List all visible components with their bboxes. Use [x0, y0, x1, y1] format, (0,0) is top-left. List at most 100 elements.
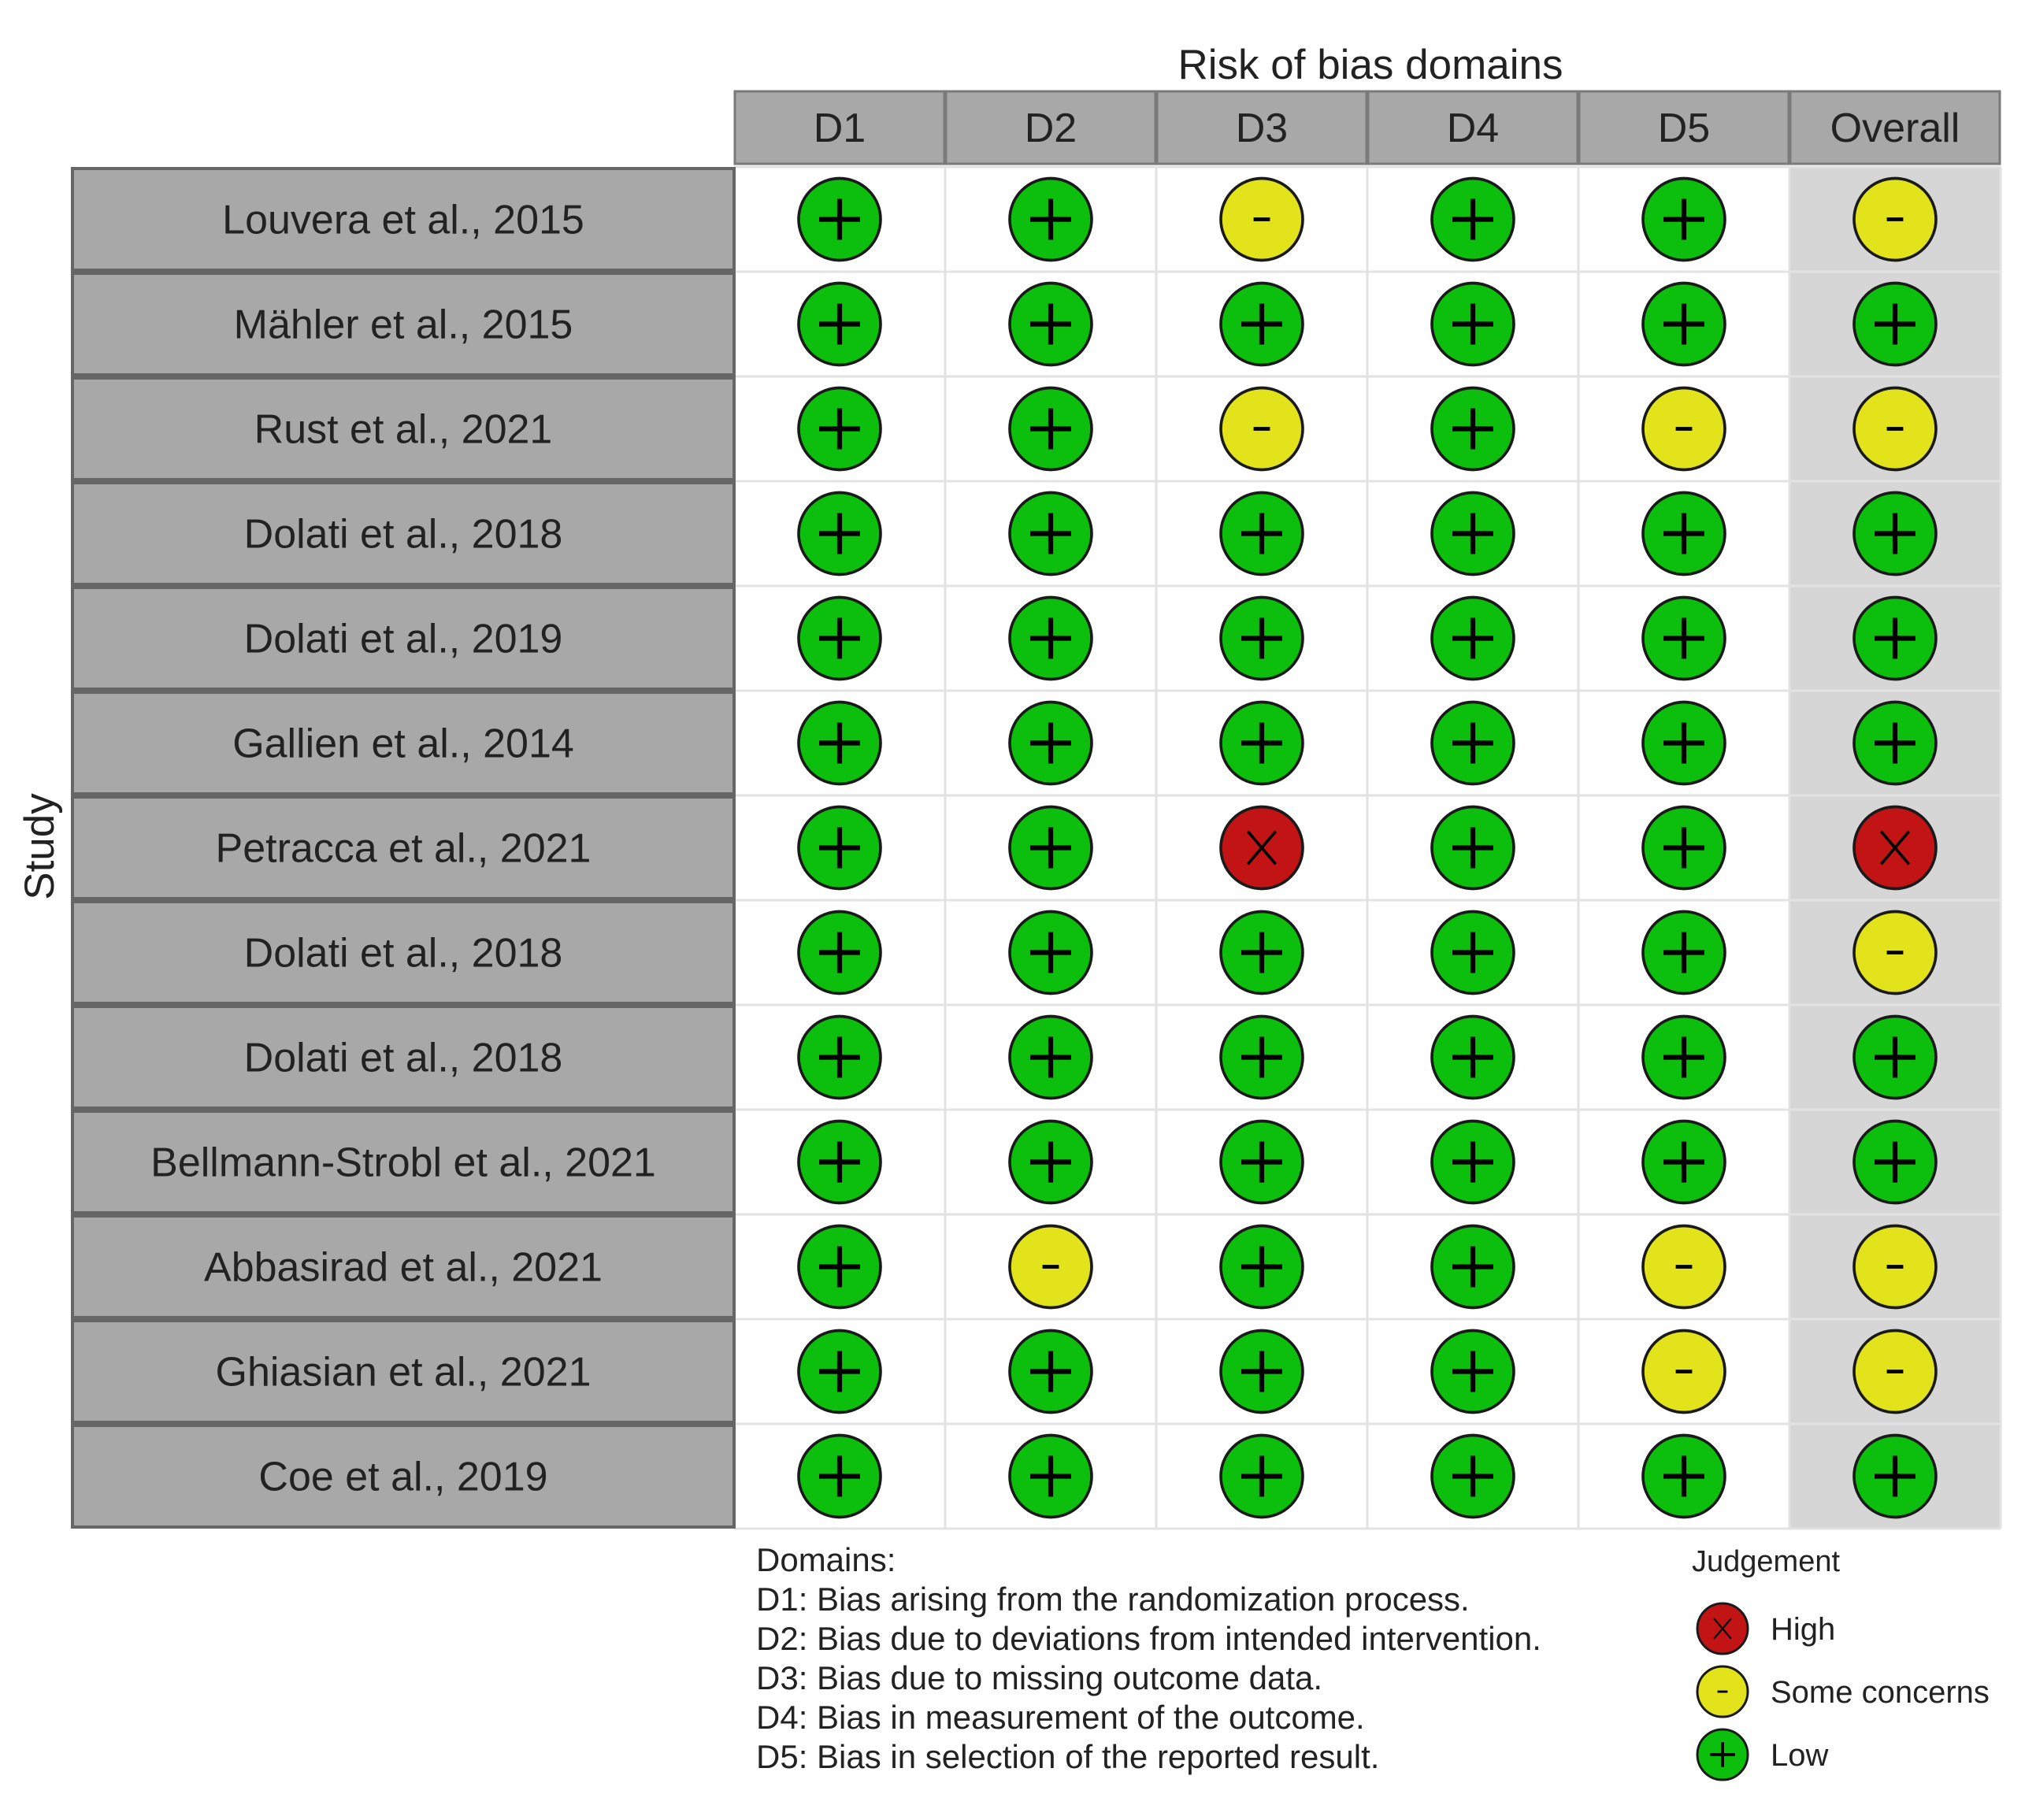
judgement-mark-d5	[1641, 1224, 1726, 1310]
judgement-mark-d2	[1008, 1224, 1093, 1310]
judgement-mark-d4	[1430, 1119, 1515, 1205]
judgement-mark-d1	[797, 700, 882, 786]
judgement-mark-d5	[1641, 595, 1726, 681]
study-label-cell	[71, 900, 736, 1005]
judgement-mark-overall	[1852, 281, 1938, 367]
legend-symbol-high	[1696, 1602, 1749, 1655]
judgement-mark-d5	[1641, 805, 1726, 891]
legend-symbol-some	[1696, 1665, 1749, 1718]
study-label: Abbasirad et al., 2021	[204, 1245, 603, 1291]
judgement-mark-d4	[1430, 910, 1515, 995]
judgement-mark-overall	[1852, 491, 1938, 576]
judgement-mark-d3	[1219, 1224, 1304, 1310]
study-label: Dolati et al., 2018	[244, 512, 563, 558]
study-label: Mähler et al., 2015	[234, 302, 573, 348]
judgement-mark-d4	[1430, 176, 1515, 262]
column-header-d2: D2	[1025, 106, 1077, 151]
judgement-mark-d3	[1219, 491, 1304, 576]
x-glyph	[1713, 1618, 1732, 1640]
judgement-mark-overall	[1852, 595, 1938, 681]
judgement-mark-overall	[1852, 910, 1938, 995]
legend-label: Low	[1771, 1738, 1828, 1773]
judgement-mark-d4	[1430, 1329, 1515, 1414]
legend-symbol-low	[1696, 1728, 1749, 1781]
judgement-mark-d3	[1219, 386, 1304, 472]
study-label: Coe et al., 2019	[258, 1455, 547, 1500]
judgement-mark-d3	[1219, 1119, 1304, 1205]
judgement-mark-d3	[1219, 281, 1304, 367]
domain-description: D1: Bias arising from the randomization …	[756, 1581, 1470, 1618]
domain-description: D5: Bias in selection of the reported re…	[756, 1738, 1379, 1775]
judgement-mark-d5	[1641, 1119, 1726, 1205]
judgement-mark-d4	[1430, 386, 1515, 472]
domain-description: D3: Bias due to missing outcome data.	[756, 1659, 1322, 1696]
judgement-mark-d5	[1641, 910, 1726, 995]
judgement-mark-d1	[797, 281, 882, 367]
study-label: Petracca et al., 2021	[216, 826, 592, 872]
column-header-d1-cell	[733, 90, 946, 165]
judgement-mark-overall	[1852, 1329, 1938, 1414]
judgement-mark-d2	[1008, 491, 1093, 576]
judgement-mark-d5	[1641, 281, 1726, 367]
column-header-d5: D5	[1658, 106, 1710, 151]
study-label-cell	[71, 795, 736, 900]
judgement-mark-d5	[1641, 491, 1726, 576]
judgement-mark-d1	[797, 176, 882, 262]
judgement-mark-d5	[1641, 1014, 1726, 1100]
column-header-overall-cell	[1789, 90, 2001, 165]
column-header-d4: D4	[1447, 106, 1499, 151]
y-axis-label: Study	[17, 793, 63, 900]
study-label-cell	[71, 376, 736, 481]
legend-label: High	[1771, 1612, 1835, 1647]
judgement-mark-d1	[797, 386, 882, 472]
study-label-cell	[71, 1319, 736, 1424]
judgement-mark-d3	[1219, 595, 1304, 681]
study-label-cell	[71, 1424, 736, 1529]
study-label: Dolati et al., 2018	[244, 1036, 563, 1081]
judgement-mark-d1	[797, 491, 882, 576]
legend-title: Judgement	[1692, 1545, 1840, 1578]
judgement-mark-d2	[1008, 910, 1093, 995]
column-header-d3-cell	[1155, 90, 1368, 165]
judgement-mark-d2	[1008, 700, 1093, 786]
study-label: Rust et al., 2021	[254, 407, 553, 453]
column-header-d1: D1	[814, 106, 866, 151]
judgement-mark-d2	[1008, 176, 1093, 262]
study-label-cell	[71, 1005, 736, 1110]
study-label: Ghiasian et al., 2021	[216, 1350, 592, 1396]
judgement-mark-d2	[1008, 386, 1093, 472]
judgement-mark-d5	[1641, 176, 1726, 262]
chart-title: Risk of bias domains	[1178, 42, 1563, 88]
judgement-mark-d3	[1219, 910, 1304, 995]
judgement-mark-d5	[1641, 1433, 1726, 1519]
column-header-d3: D3	[1236, 106, 1288, 151]
judgement-mark-d4	[1430, 595, 1515, 681]
study-label: Bellmann-Strobl et al., 2021	[150, 1140, 656, 1186]
judgement-mark-d5	[1641, 1329, 1726, 1414]
judgement-mark-overall	[1852, 176, 1938, 262]
study-label-cell	[71, 1214, 736, 1319]
judgement-mark-d1	[797, 1329, 882, 1414]
judgement-mark-d1	[797, 1433, 882, 1519]
judgement-mark-d1	[797, 1014, 882, 1100]
judgement-mark-d2	[1008, 595, 1093, 681]
column-header-d2-cell	[944, 90, 1157, 165]
judgement-mark-d5	[1641, 386, 1726, 472]
study-label-cell	[71, 586, 736, 691]
study-label-cell	[71, 1110, 736, 1214]
study-label: Gallien et al., 2014	[232, 721, 574, 767]
judgement-mark-d1	[797, 805, 882, 891]
column-header-d5-cell	[1578, 90, 1790, 165]
x-glyph	[1246, 830, 1278, 866]
domain-description: D2: Bias due to deviations from intended…	[756, 1620, 1541, 1657]
legend-label: Some concerns	[1771, 1675, 1990, 1710]
study-label: Dolati et al., 2019	[244, 617, 563, 662]
judgement-mark-d4	[1430, 281, 1515, 367]
domains-title: Domains:	[756, 1541, 896, 1578]
judgement-mark-overall	[1852, 700, 1938, 786]
judgement-mark-d2	[1008, 805, 1093, 891]
judgement-mark-d2	[1008, 1329, 1093, 1414]
judgement-mark-d3	[1219, 1014, 1304, 1100]
study-label-cell	[71, 691, 736, 795]
